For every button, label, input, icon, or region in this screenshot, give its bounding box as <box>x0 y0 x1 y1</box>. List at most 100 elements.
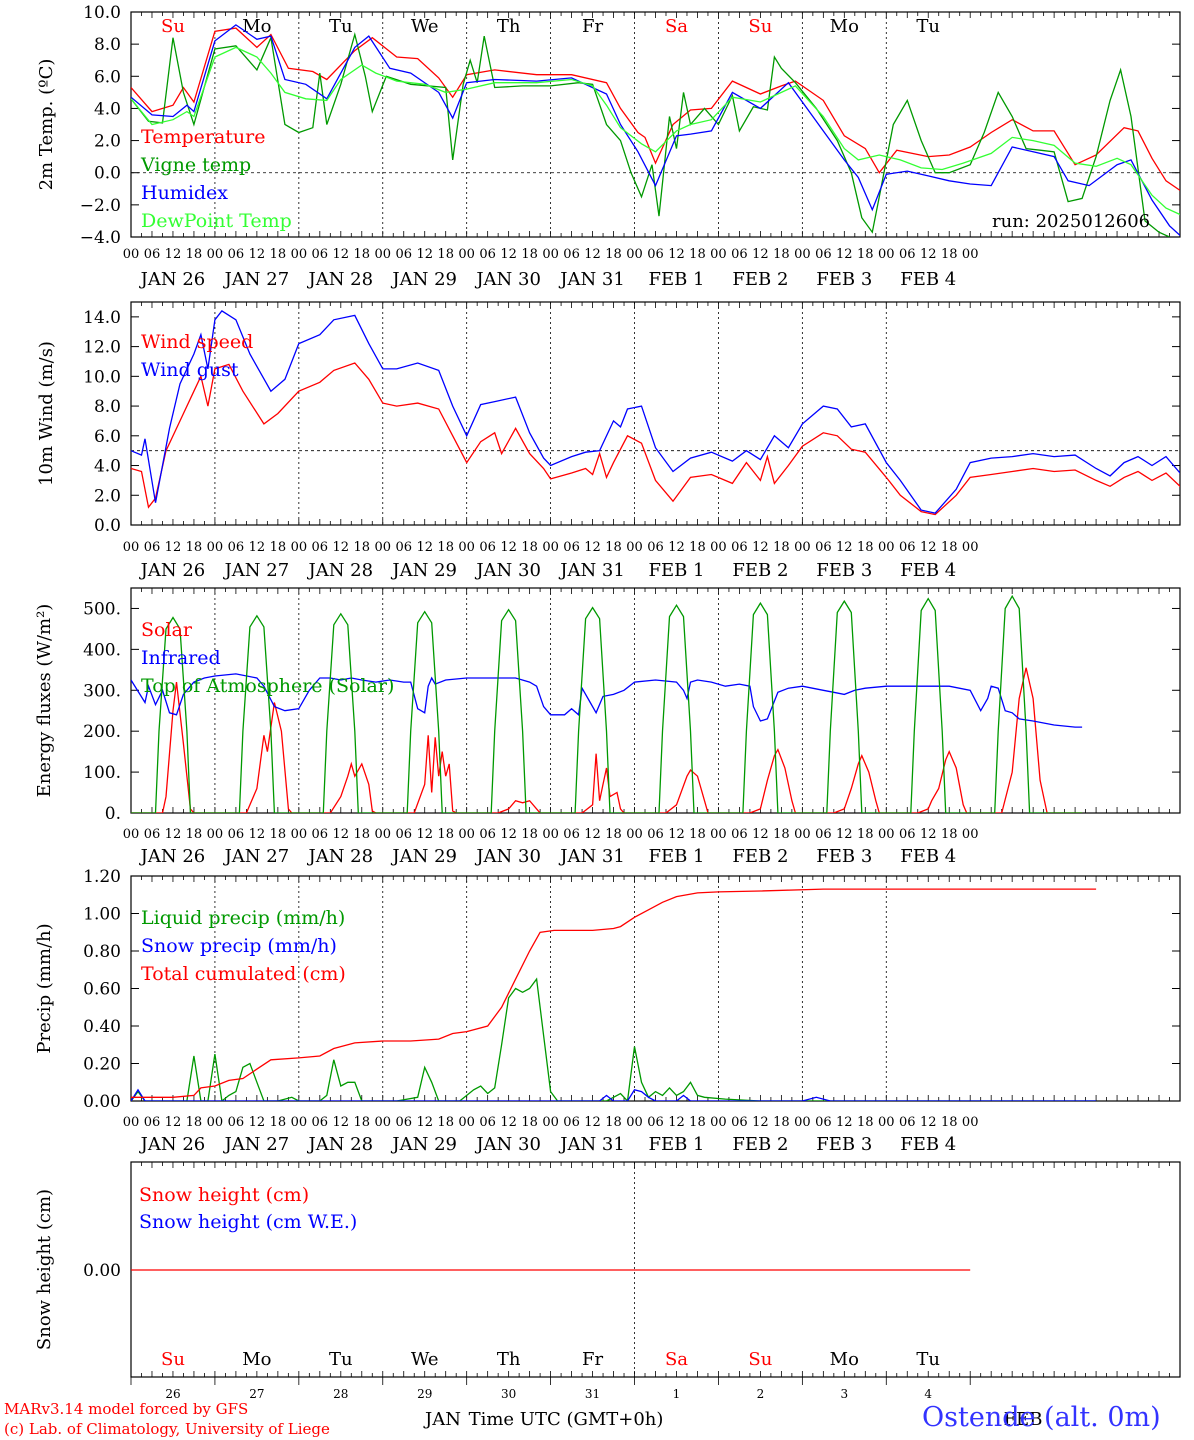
hour-label: 00 <box>207 1115 224 1130</box>
hour-label: 06 <box>479 247 496 262</box>
weekday-label: Mo <box>242 16 271 37</box>
y-tick-label: 200. <box>83 722 121 742</box>
hour-label: 18 <box>186 1115 203 1130</box>
hour-label: 00 <box>794 827 811 842</box>
legend-label: DewPoint Temp <box>141 210 292 232</box>
hour-label: 12 <box>500 827 517 842</box>
hour-label: 00 <box>542 1115 559 1130</box>
hour-label: 06 <box>312 1115 329 1130</box>
hour-label: 06 <box>731 1115 748 1130</box>
hour-label: 00 <box>291 540 308 555</box>
hour-label: 00 <box>710 1115 727 1130</box>
y-axis-title: Energy fluxes (W/m²) <box>34 604 55 798</box>
hour-label: 06 <box>479 540 496 555</box>
hour-label: 00 <box>626 1115 643 1130</box>
hour-label: 18 <box>437 827 454 842</box>
weekday-label: Fr <box>582 16 603 37</box>
hour-label: 18 <box>857 540 874 555</box>
hour-label: 12 <box>333 1115 350 1130</box>
legend-label: Snow precip (mm/h) <box>141 935 337 957</box>
hour-label: 12 <box>500 1115 517 1130</box>
y-tick-label: 0.0 <box>94 164 121 184</box>
hour-label: 18 <box>186 827 203 842</box>
date-label: JAN 28 <box>307 269 374 290</box>
legend-label: Vigne temp <box>140 154 251 176</box>
hour-label: 18 <box>270 540 287 555</box>
legend-label: Wind speed <box>141 331 253 353</box>
hour-label: 00 <box>458 540 475 555</box>
hour-label: 06 <box>144 247 161 262</box>
series-line <box>131 888 1097 1098</box>
hour-label: 18 <box>521 247 538 262</box>
series-line <box>131 46 1180 216</box>
hour-label: 18 <box>270 827 287 842</box>
hour-label: 00 <box>962 827 979 842</box>
date-label: FEB 4 <box>900 269 956 290</box>
hour-label: 06 <box>731 540 748 555</box>
hour-label: 18 <box>354 827 371 842</box>
hour-label: 06 <box>395 247 412 262</box>
y-tick-label: 0.00 <box>83 1261 121 1281</box>
hour-label: 00 <box>542 540 559 555</box>
hour-label: 00 <box>291 247 308 262</box>
y-tick-label: 0. <box>105 804 121 824</box>
date-label: JAN 30 <box>474 269 541 290</box>
hour-label: 06 <box>815 827 832 842</box>
y-tick-label: 14.0 <box>83 308 121 328</box>
hour-label: 00 <box>123 540 140 555</box>
y-tick-label: 10.0 <box>83 3 121 23</box>
panel-2: 0.0 2.0 4.0 6.0 8.0 10.0 12.0 14.0 10m Wind (m/s… <box>36 301 1181 581</box>
legend-label: Total cumulated (cm) <box>141 963 346 985</box>
date-label: JAN 29 <box>390 560 457 581</box>
hour-label: 18 <box>354 1115 371 1130</box>
date-label: JAN 26 <box>139 1134 206 1155</box>
hour-label: 12 <box>668 247 685 262</box>
hour-label: 00 <box>626 540 643 555</box>
hour-label: 18 <box>857 1115 874 1130</box>
hour-label: 00 <box>123 247 140 262</box>
hour-label: 06 <box>228 1115 245 1130</box>
weekday-label: Mo <box>830 16 859 37</box>
hour-label: 18 <box>773 1115 790 1130</box>
hour-label: 06 <box>563 1115 580 1130</box>
legend-label: Infrared <box>141 647 221 669</box>
hour-label: 12 <box>333 827 350 842</box>
weekday-label: We <box>411 1349 439 1370</box>
legend-label: Snow height (cm W.E.) <box>139 1211 357 1233</box>
hour-label: 12 <box>416 540 433 555</box>
date-label: FEB 4 <box>900 560 956 581</box>
hour-label: 18 <box>857 827 874 842</box>
hour-label: 06 <box>395 827 412 842</box>
x-axis-title: Time UTC (GMT+0h) <box>469 1409 664 1430</box>
hour-label: 18 <box>689 827 706 842</box>
y-tick-label: 4.0 <box>94 457 121 477</box>
hour-label: 00 <box>710 827 727 842</box>
hour-label: 12 <box>836 1115 853 1130</box>
day-number: 1 <box>673 1387 681 1401</box>
hour-label: 06 <box>228 540 245 555</box>
date-label: JAN 29 <box>390 269 457 290</box>
date-label: JAN 31 <box>558 560 625 581</box>
hour-label: 12 <box>500 540 517 555</box>
date-label: JAN 27 <box>223 846 290 867</box>
hour-label: 18 <box>605 827 622 842</box>
date-label: JAN 26 <box>139 560 206 581</box>
date-label: FEB 3 <box>816 846 872 867</box>
hour-label: 00 <box>291 1115 308 1130</box>
hour-label: 00 <box>878 827 895 842</box>
hour-label: 00 <box>626 827 643 842</box>
hour-label: 18 <box>354 247 371 262</box>
date-label: JAN 30 <box>474 846 541 867</box>
date-label: JAN 27 <box>223 560 290 581</box>
hour-label: 18 <box>437 247 454 262</box>
date-label: FEB 2 <box>732 269 788 290</box>
hour-label: 12 <box>920 1115 937 1130</box>
series-line <box>131 673 1083 728</box>
date-label: JAN 28 <box>307 1134 374 1155</box>
day-number: 4 <box>924 1387 932 1401</box>
hour-label: 06 <box>731 247 748 262</box>
hour-label: 06 <box>647 827 664 842</box>
y-tick-label: 6.0 <box>94 67 121 87</box>
hour-label: 06 <box>563 827 580 842</box>
y-tick-label: 0.20 <box>83 1055 121 1075</box>
